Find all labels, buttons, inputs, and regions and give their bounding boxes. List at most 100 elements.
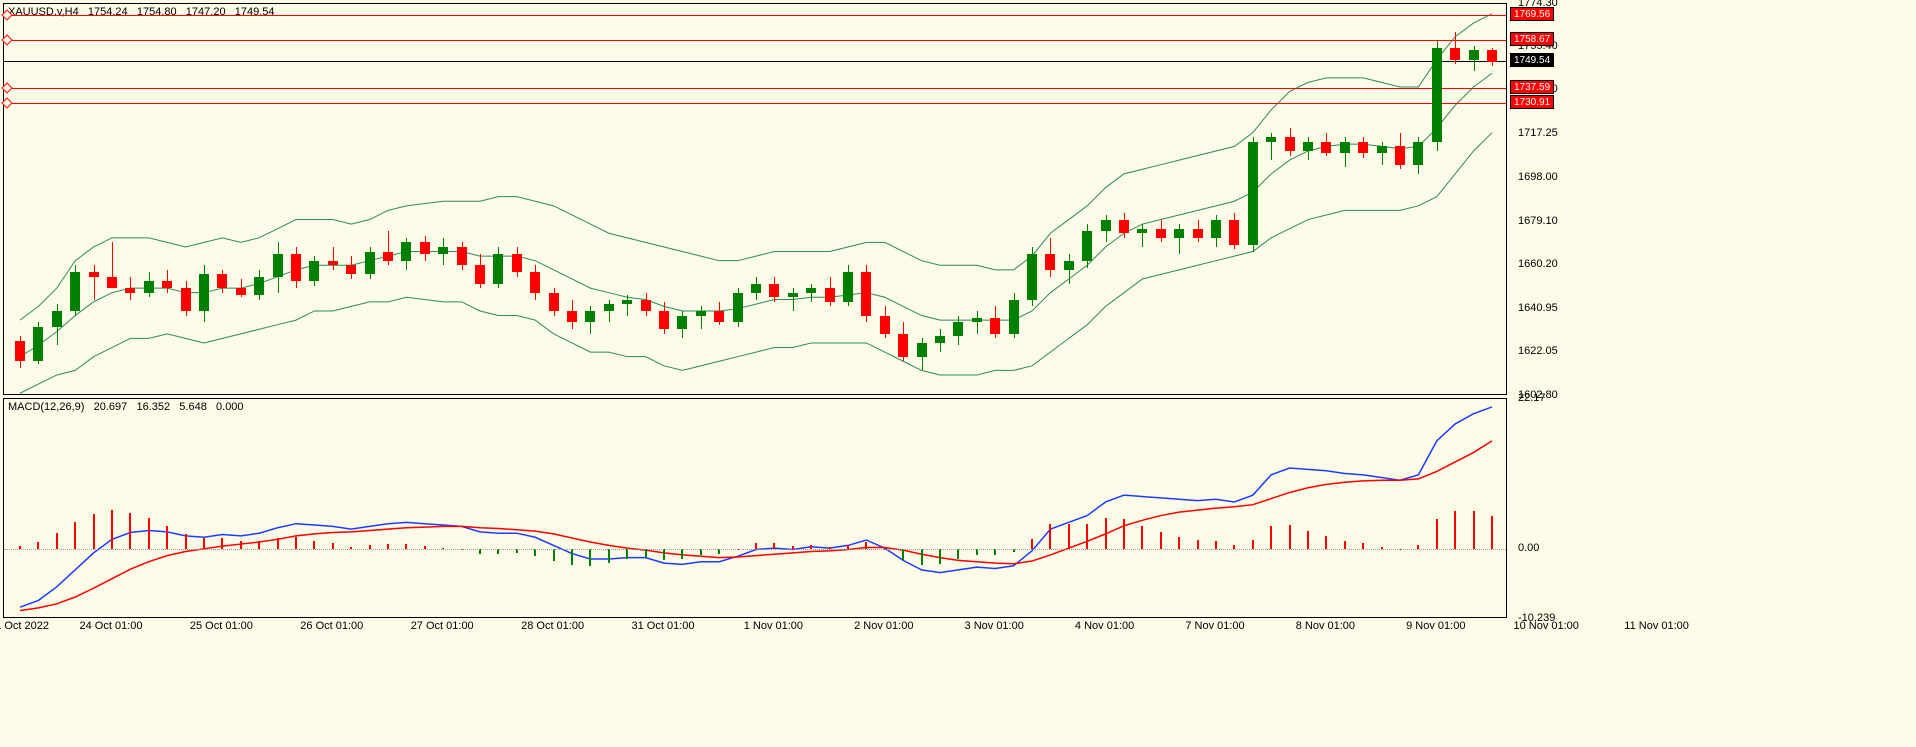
- horizontal-line[interactable]: [4, 61, 1506, 62]
- candle-body[interactable]: [861, 272, 871, 315]
- candle-body[interactable]: [585, 311, 595, 322]
- hline-handle-icon[interactable]: [1, 98, 12, 109]
- candle-body[interactable]: [990, 318, 1000, 334]
- candle-body[interactable]: [1009, 300, 1019, 334]
- candle-body[interactable]: [788, 293, 798, 298]
- candle-body[interactable]: [622, 300, 632, 305]
- candle-body[interactable]: [604, 304, 614, 311]
- candle-body[interactable]: [181, 288, 191, 311]
- candle-body[interactable]: [328, 261, 338, 266]
- candle-body[interactable]: [935, 336, 945, 343]
- candle-body[interactable]: [880, 316, 890, 334]
- candle-body[interactable]: [162, 281, 172, 288]
- candle-body[interactable]: [1211, 220, 1221, 238]
- candle-body[interactable]: [953, 322, 963, 336]
- x-tick: 4 Nov 01:00: [1075, 620, 1134, 632]
- candle-body[interactable]: [1303, 142, 1313, 151]
- candle-body[interactable]: [365, 252, 375, 275]
- candle-body[interactable]: [659, 311, 669, 329]
- y-tick: 1622.05: [1518, 345, 1558, 357]
- candle-body[interactable]: [1064, 261, 1074, 270]
- candle-body[interactable]: [291, 254, 301, 281]
- candle-body[interactable]: [15, 341, 25, 362]
- hline-handle-icon[interactable]: [1, 34, 12, 45]
- candle-body[interactable]: [530, 272, 540, 293]
- candle-body[interactable]: [1229, 220, 1239, 245]
- candle-body[interactable]: [273, 254, 283, 277]
- candle-body[interactable]: [696, 311, 706, 316]
- candle-body[interactable]: [898, 334, 908, 357]
- candle-body[interactable]: [567, 311, 577, 322]
- candle-body[interactable]: [549, 293, 559, 311]
- horizontal-line[interactable]: [4, 15, 1506, 16]
- candle-body[interactable]: [1137, 229, 1147, 234]
- candle-body[interactable]: [52, 311, 62, 327]
- macd-histogram-bar: [1454, 511, 1456, 549]
- candle-body[interactable]: [1082, 231, 1092, 261]
- candle-body[interactable]: [641, 300, 651, 311]
- candle-body[interactable]: [1358, 142, 1368, 153]
- candle-body[interactable]: [1321, 142, 1331, 153]
- candle-body[interactable]: [1156, 229, 1166, 238]
- macd-panel[interactable]: MACD(12,26,9) 20.697 16.352 5.648 0.000: [3, 398, 1507, 618]
- candle-body[interactable]: [751, 284, 761, 293]
- candle-body[interactable]: [457, 247, 467, 265]
- candle-body[interactable]: [1487, 50, 1497, 61]
- candle-body[interactable]: [1045, 254, 1055, 270]
- candle-body[interactable]: [199, 274, 209, 311]
- candle-body[interactable]: [107, 277, 117, 288]
- horizontal-line[interactable]: [4, 88, 1506, 89]
- candle-body[interactable]: [733, 293, 743, 323]
- candle-body[interactable]: [401, 242, 411, 260]
- candle-body[interactable]: [1193, 229, 1203, 238]
- candle-body[interactable]: [1285, 137, 1295, 151]
- candle-body[interactable]: [475, 265, 485, 283]
- price-panel[interactable]: XAUUSD.v,H4 1754.24 1754.80 1747.20 1749…: [3, 3, 1507, 395]
- candle-body[interactable]: [144, 281, 154, 292]
- macd-histogram-bar: [553, 549, 555, 561]
- candle-body[interactable]: [1432, 48, 1442, 142]
- candle-body[interactable]: [33, 327, 43, 361]
- candle-body[interactable]: [383, 252, 393, 261]
- candle-body[interactable]: [420, 242, 430, 253]
- candle-body[interactable]: [972, 318, 982, 323]
- candle-body[interactable]: [677, 316, 687, 330]
- candle-body[interactable]: [1174, 229, 1184, 238]
- candle-body[interactable]: [438, 247, 448, 254]
- candle-body[interactable]: [1119, 220, 1129, 234]
- macd-histogram-bar: [295, 537, 297, 549]
- candle-body[interactable]: [1248, 142, 1258, 245]
- candle-body[interactable]: [1395, 146, 1405, 164]
- candle-body[interactable]: [309, 261, 319, 282]
- candle-body[interactable]: [1266, 137, 1276, 142]
- candle-body[interactable]: [769, 284, 779, 298]
- hline-handle-icon[interactable]: [1, 82, 12, 93]
- candle-body[interactable]: [825, 288, 835, 302]
- candle-body[interactable]: [1340, 142, 1350, 153]
- candle-body[interactable]: [806, 288, 816, 293]
- ohlc-l: 1747.20: [186, 6, 226, 18]
- candle-body[interactable]: [917, 343, 927, 357]
- candle-body[interactable]: [1450, 48, 1460, 59]
- candle-body[interactable]: [346, 265, 356, 274]
- horizontal-line[interactable]: [4, 40, 1506, 41]
- candle-body[interactable]: [89, 272, 99, 277]
- macd-histogram-bar: [865, 542, 867, 549]
- candle-body[interactable]: [714, 311, 724, 322]
- candle-body[interactable]: [70, 272, 80, 311]
- candle-body[interactable]: [217, 274, 227, 288]
- candle-body[interactable]: [493, 254, 503, 284]
- candle-body[interactable]: [1027, 254, 1037, 300]
- horizontal-line[interactable]: [4, 103, 1506, 104]
- candle-body[interactable]: [512, 254, 522, 272]
- candle-body[interactable]: [843, 272, 853, 302]
- candle-body[interactable]: [1413, 142, 1423, 165]
- candle-body[interactable]: [1469, 50, 1479, 59]
- candle-body[interactable]: [125, 288, 135, 293]
- candle-body[interactable]: [1101, 220, 1111, 231]
- macd-histogram-bar: [185, 534, 187, 550]
- candle-body[interactable]: [236, 288, 246, 295]
- candle-body[interactable]: [1377, 146, 1387, 153]
- macd-histogram-bar: [663, 549, 665, 559]
- candle-body[interactable]: [254, 277, 264, 295]
